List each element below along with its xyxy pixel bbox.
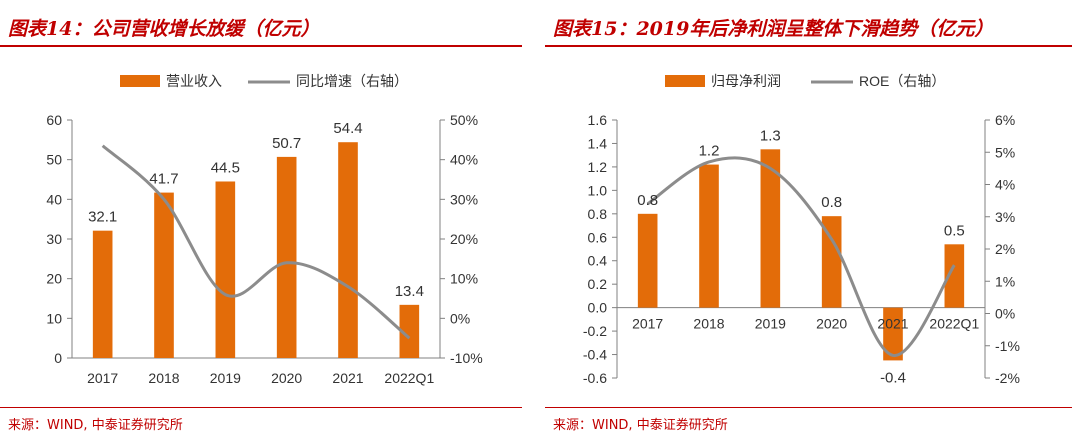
left-tick-label: 0.6 (588, 229, 608, 245)
left-tick-label: 30 (46, 231, 62, 247)
left-tick-label: 0.2 (588, 276, 608, 292)
bar-2020 (276, 156, 297, 358)
category-label: 2020 (816, 316, 847, 332)
figure-15-panel: 图表15：2019年后净利润呈整体下滑趋势（亿元） -0.6 -0.4 -0.2 0.… (545, 0, 1080, 441)
right-tick-label: 0% (450, 310, 470, 326)
category-label: 2018 (148, 370, 179, 386)
category-label: 2018 (693, 316, 724, 332)
category-label: 2019 (210, 370, 241, 386)
left-tick-label: 1.2 (588, 159, 608, 175)
figure-14-panel: 图表14：公司营收增长放缓（亿元） 0 10 20 30 40 50 60 -10% 0% 10%… (0, 0, 530, 441)
data-label: 1.3 (760, 127, 781, 144)
data-label: 32.1 (88, 209, 117, 226)
data-label: 41.7 (149, 171, 178, 188)
bar-2021 (883, 307, 903, 361)
right-tick-label: 1% (995, 273, 1015, 289)
bar-2018 (699, 164, 719, 308)
category-label: 2022Q1 (929, 316, 979, 332)
legend-line-label: 同比增速（右轴） (296, 73, 408, 89)
figure-title: 图表15：2019年后净利润呈整体下滑趋势（亿元） (553, 18, 994, 40)
right-tick-label: 5% (995, 144, 1015, 160)
right-tick-label: 40% (450, 152, 478, 168)
left-tick-label: 10 (46, 310, 62, 326)
revenue-chart: 0 10 20 30 40 50 60 -10% 0% 10% 20% 30% 40% 50% 32.1 41… (46, 73, 483, 386)
legend-bar-label: 归母净利润 (711, 73, 781, 89)
left-tick-label: 0.4 (588, 253, 608, 269)
data-label: -0.4 (880, 369, 906, 386)
left-tick-label: 60 (46, 112, 62, 128)
right-tick-label: 2% (995, 241, 1015, 257)
left-tick-label: -0.2 (583, 323, 607, 339)
left-tick-label: 1.6 (588, 112, 608, 128)
category-label: 2017 (87, 370, 118, 386)
bar-2022Q1 (399, 304, 420, 358)
line-series-1 (646, 156, 956, 357)
category-label: 2017 (632, 316, 663, 332)
legend-bar-swatch (665, 75, 705, 87)
data-label: 13.4 (395, 283, 424, 300)
right-tick-label: -1% (995, 338, 1020, 354)
data-label: 0.5 (944, 222, 965, 239)
category-label: 2020 (271, 370, 302, 386)
category-label: 2021 (877, 316, 908, 332)
bar-2018 (154, 192, 174, 358)
data-label: 54.4 (333, 120, 362, 137)
right-tick-label: 4% (995, 177, 1015, 193)
right-tick-label: 50% (450, 112, 478, 128)
line-series-0 (101, 144, 411, 340)
right-tick-label: -2% (995, 370, 1020, 386)
left-tick-label: 0.8 (588, 206, 608, 222)
net-profit-chart: -0.6 -0.4 -0.2 0.0 0.2 0.4 0.6 0.8 1.0 1.2 1.4 1.6 -… (583, 73, 1020, 386)
source-rule (545, 407, 1072, 408)
source-rule (0, 407, 522, 408)
bar-2022Q1 (944, 244, 965, 308)
data-label: 1.2 (699, 143, 720, 160)
right-tick-label: -10% (450, 350, 483, 366)
figure-title: 图表14：公司营收增长放缓（亿元） (8, 18, 320, 40)
right-tick-label: 30% (450, 191, 478, 207)
right-tick-label: 6% (995, 112, 1015, 128)
data-label: 0.8 (637, 192, 658, 209)
left-tick-label: 1.4 (588, 135, 608, 151)
bar-2017 (637, 213, 658, 308)
source-note: 来源：WIND, 中泰证券研究所 (553, 418, 728, 433)
category-label: 2019 (755, 316, 786, 332)
bar-2019 (760, 149, 781, 308)
left-tick-label: 1.0 (588, 182, 608, 198)
right-tick-label: 10% (450, 271, 478, 287)
data-label: 0.8 (821, 194, 842, 211)
data-label: 44.5 (211, 159, 240, 176)
bar-2020 (821, 216, 842, 308)
legend-bar-label: 营业收入 (166, 73, 222, 89)
left-tick-label: -0.6 (583, 370, 607, 386)
left-tick-label: 50 (46, 152, 62, 168)
source-note: 来源：WIND, 中泰证券研究所 (8, 418, 183, 433)
left-tick-label: 0 (54, 350, 62, 366)
right-tick-label: 20% (450, 231, 478, 247)
title-rule (545, 45, 1072, 47)
legend-bar-swatch (120, 75, 160, 87)
right-tick-label: 3% (995, 209, 1015, 225)
legend-line-label: ROE（右轴） (859, 73, 945, 89)
bar-2017 (92, 230, 113, 358)
right-tick-label: 0% (995, 306, 1015, 322)
category-label: 2022Q1 (384, 370, 434, 386)
title-rule (0, 45, 522, 47)
left-tick-label: 40 (46, 191, 62, 207)
left-tick-label: 0.0 (588, 300, 608, 316)
data-label: 50.7 (272, 135, 301, 152)
left-tick-label: 20 (46, 271, 62, 287)
bar-2021 (338, 142, 358, 358)
category-label: 2021 (332, 370, 363, 386)
bar-2019 (215, 181, 236, 358)
left-tick-label: -0.4 (583, 347, 607, 363)
